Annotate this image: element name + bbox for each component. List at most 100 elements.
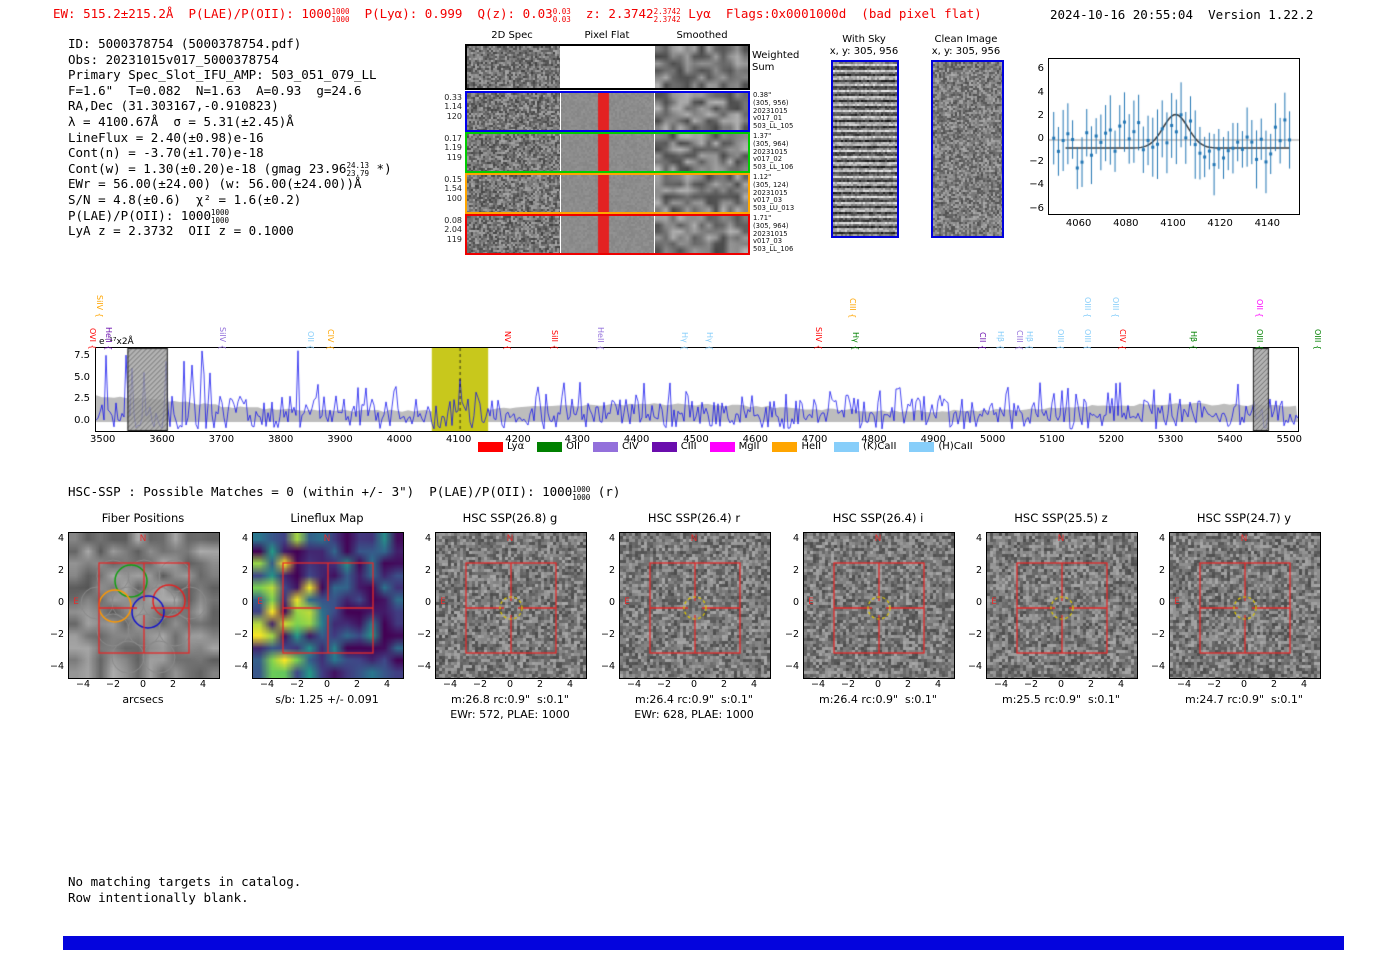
inset-y-tick-label: 6 xyxy=(1037,63,1044,75)
source-line: 503_LL_106 xyxy=(753,163,794,172)
panel-y-tick-label: 2 xyxy=(57,565,64,576)
spectrum-x-tick-label: 5300 xyxy=(1157,434,1184,445)
panel-x-tick-label: −4 xyxy=(810,679,825,690)
panel-title: Lineflux Map xyxy=(290,511,364,525)
column-header-smoothed: Smoothed xyxy=(676,30,728,41)
cutout-row-weights: 0.33 1.14 120 xyxy=(427,93,462,121)
spectrum-legend: Lyα OII CIV CIII MgII HeII (K)CaII (H)CaII xyxy=(478,441,973,452)
panel-title: Fiber Positions xyxy=(101,511,185,525)
info-line: Cont(n) = -3.70(±1.70)e-18 xyxy=(68,145,528,161)
cutout-row xyxy=(465,173,750,214)
line-label: Hγ { xyxy=(851,331,860,350)
panel-x-tick-label: 0 xyxy=(506,679,514,690)
line-label: OIII { xyxy=(1255,328,1264,350)
info-line: S/N = 4.8(±0.6) χ² = 1.6(±0.2) xyxy=(68,192,528,208)
panel-x-tick-label: 2 xyxy=(720,679,728,690)
line-label: OIII { xyxy=(1111,296,1120,318)
panel-y-tick-label: 4 xyxy=(241,533,248,544)
cutout-smoothed-image xyxy=(655,175,748,212)
spectrum-x-tick-label: 3900 xyxy=(327,434,353,445)
panel-y-tick-label: 0 xyxy=(241,597,248,608)
cutout-row xyxy=(465,214,750,255)
clean-image xyxy=(931,60,1004,238)
legend-label: (K)CaII xyxy=(863,441,897,452)
with-sky-image xyxy=(831,60,899,238)
cutout-row-weights: 0.17 1.19 119 xyxy=(427,134,462,162)
line-label: HeII { xyxy=(104,326,113,350)
detection-info-block: ID: 5000378754 (5000378754.pdf) Obs: 2023… xyxy=(68,36,528,239)
legend-label: Lyα xyxy=(507,441,525,452)
compass-north-label: N xyxy=(1057,534,1065,544)
aperture-image-lineflux xyxy=(252,532,404,679)
footer-line-2: Row intentionally blank. xyxy=(68,890,249,905)
aperture-image-hsc xyxy=(619,532,771,679)
text-segment: Primary Spec_Slot_IFU_AMP: 503_051_079_L… xyxy=(68,67,377,83)
inset-x-tick-label: 4120 xyxy=(1207,218,1233,229)
inset-y-tick-label: −6 xyxy=(1029,202,1044,214)
cutout-row-source: 1.71" (305, 964) 20231015 v017_03 503_LL_106 xyxy=(753,214,823,254)
panel-x-tick-label: 0 xyxy=(1057,679,1065,690)
source-line: 20231015 xyxy=(753,229,788,238)
stacked-fraction: 1000 1000 xyxy=(331,7,349,24)
panel-x-tick-label: −2 xyxy=(472,679,487,690)
panel-x-tick-label: 2 xyxy=(1087,679,1095,690)
panel-y-tick-label: 2 xyxy=(975,565,982,576)
text-segment: z: 2.3742 xyxy=(570,6,654,21)
fraction-bottom: 1000 xyxy=(211,216,230,226)
panel-y-tick-label: −2 xyxy=(967,629,982,640)
inset-y-tick-label: −2 xyxy=(1029,156,1044,168)
line-label: CII { xyxy=(978,332,987,350)
legend-swatch xyxy=(909,441,935,452)
inset-y-tick-label: −4 xyxy=(1029,179,1044,191)
panel-y-tick-label: −4 xyxy=(967,661,982,672)
spectrum-x-tick-label: 3500 xyxy=(89,434,116,445)
line-label: OII { xyxy=(1255,299,1264,318)
info-line: ID: 5000378754 (5000378754.pdf) xyxy=(68,36,528,52)
line-label: Hβ { xyxy=(1189,331,1198,350)
panel-y-tick-label: 0 xyxy=(424,597,431,608)
text-segment: Obs: 20231015v017_5000378754 xyxy=(68,51,279,67)
compass-north-label: N xyxy=(506,534,514,544)
panel-y-tick-label: −4 xyxy=(233,661,248,672)
panel-photometry-label: m:26.8 rc:0.9" s:0.1" xyxy=(451,693,569,706)
panel-x-tick-label: −2 xyxy=(840,679,855,690)
line-label: OVI { xyxy=(88,328,97,350)
weight-value: 0.33 xyxy=(444,93,462,102)
panel-x-tick-label: −4 xyxy=(75,679,90,690)
text-segment: ID: 5000378754 (5000378754.pdf) xyxy=(68,36,302,51)
panel-x-tick-label: 4 xyxy=(934,679,942,690)
fraction-bottom: 0.03 xyxy=(552,14,571,24)
cutout-2d-image xyxy=(467,93,560,130)
panel-title: HSC SSP(25.5) z xyxy=(1014,511,1108,525)
legend-label: MgII xyxy=(738,441,760,452)
line-label: Hγ { xyxy=(705,331,714,350)
spectrum-x-tick-label: 5500 xyxy=(1276,434,1302,445)
summary-header: EW: 515.2±215.2Å P(LAE)/P(OII): 1000 1000… xyxy=(53,6,982,23)
text-segment: LineFlux = 2.40(±0.98)e-16 xyxy=(68,129,264,145)
footer-line-1: No matching targets in catalog. xyxy=(68,874,302,889)
spectrum-x-tick-label: 3600 xyxy=(149,434,175,445)
spectrum-x-tick-label: 4000 xyxy=(386,434,413,445)
compass-east-label: E xyxy=(73,597,79,607)
source-line: v017_03 xyxy=(753,237,783,246)
spectrum-x-tick-label: 4200 xyxy=(505,434,531,445)
stacked-fraction: 1000 1000 xyxy=(572,485,591,502)
legend-label: CIV xyxy=(621,441,639,452)
legend-swatch xyxy=(834,441,860,452)
legend-swatch xyxy=(592,441,618,452)
panel-title: HSC SSP(26.4) r xyxy=(647,511,741,525)
line-label: SiIV { xyxy=(95,295,104,318)
info-line: F=1.6" T=0.082 N=1.63 A=0.93 g=24.6 xyxy=(68,83,528,99)
inset-x-tick-label: 4100 xyxy=(1160,218,1186,229)
panel-y-tick-label: 4 xyxy=(57,533,64,544)
spectrum-x-tick-label: 5100 xyxy=(1039,434,1065,445)
weight-value: 119 xyxy=(446,234,462,244)
with-sky-coords: x, y: 305, 956 xyxy=(829,46,899,57)
fraction-bottom: 1000 xyxy=(572,492,591,502)
bottom-divider-bar xyxy=(63,936,1344,950)
panel-x-tick-label: −2 xyxy=(289,679,304,690)
legend-item: CIV xyxy=(592,441,639,452)
line-label: HeII { xyxy=(596,326,605,350)
spectrum-x-tick-label: 4300 xyxy=(564,434,591,445)
